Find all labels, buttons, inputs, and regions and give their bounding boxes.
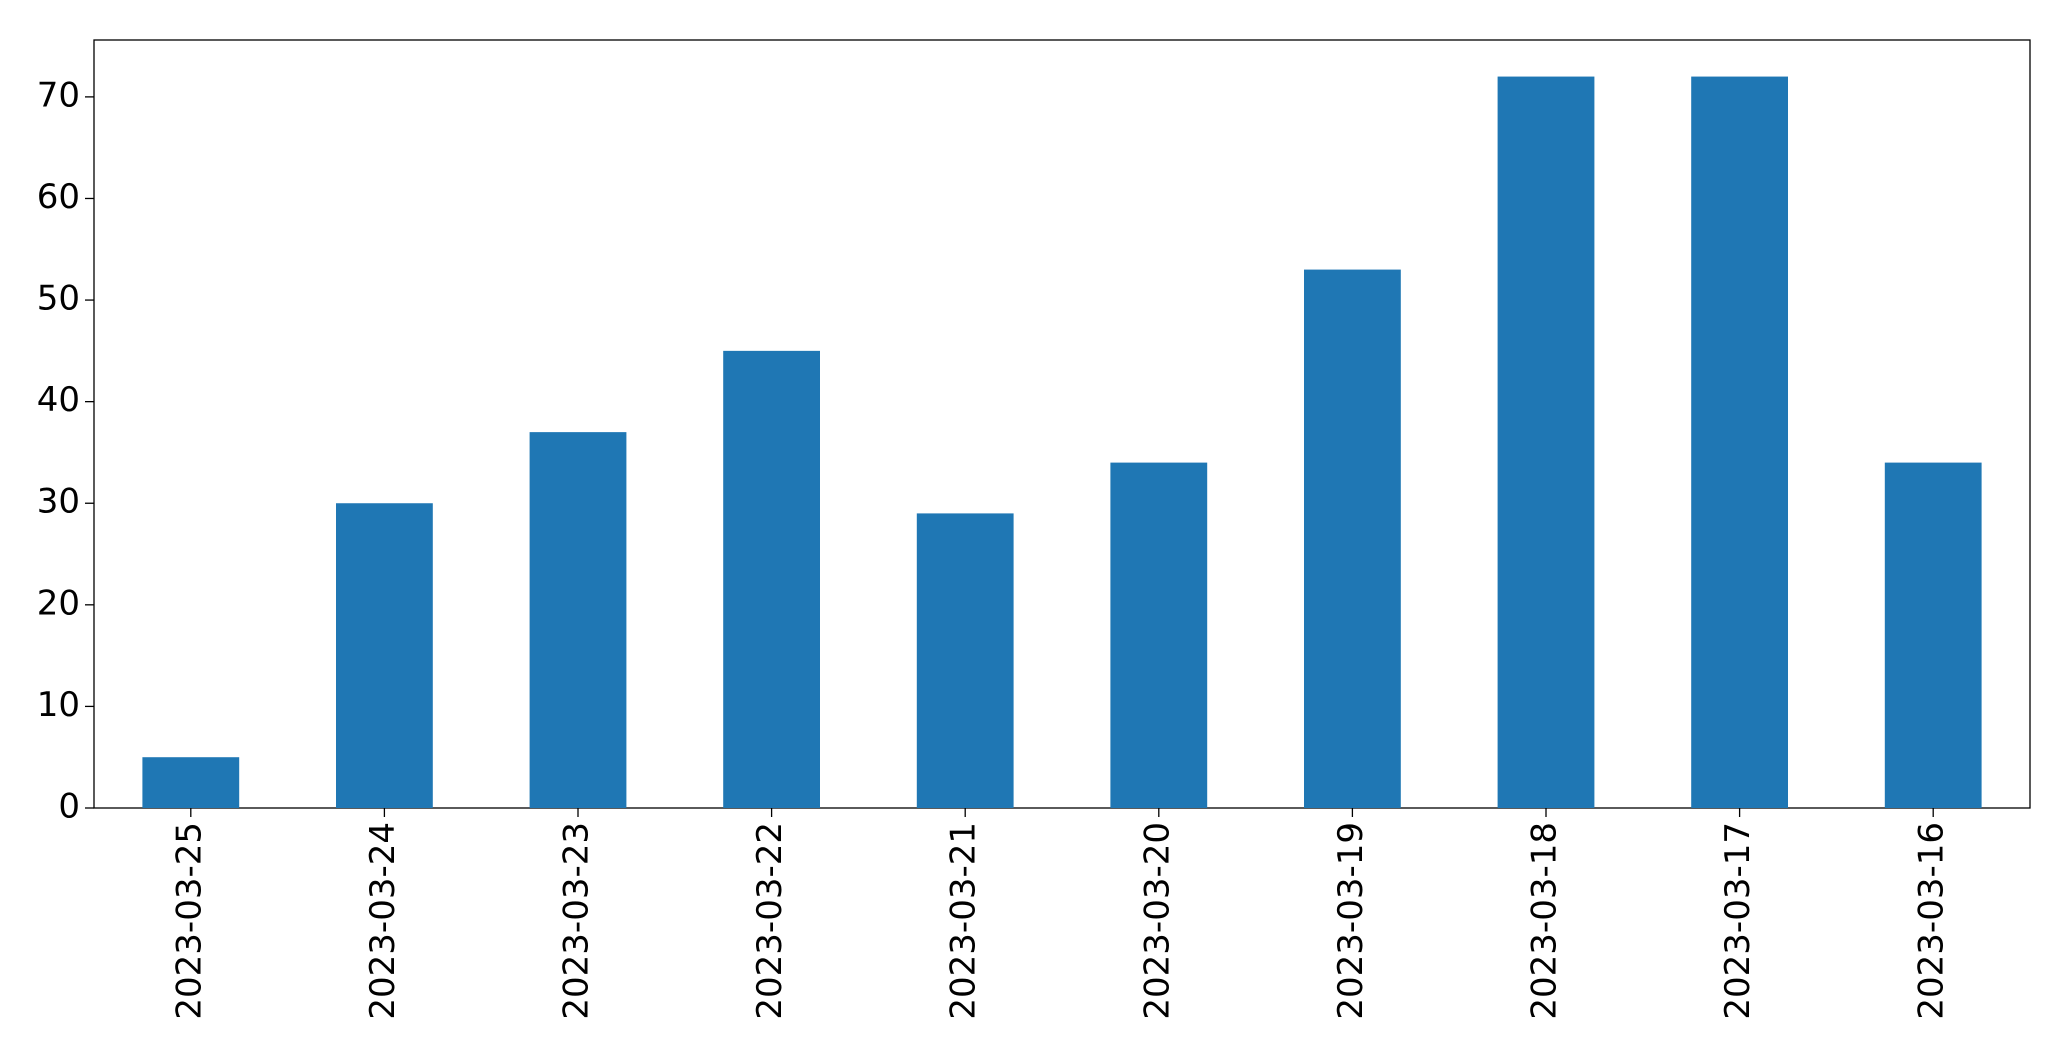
y-tick-label: 20 (37, 583, 80, 623)
bar (1497, 76, 1595, 809)
x-tick-label: 2023-03-17 (1718, 822, 1758, 1020)
x-tick-label: 2023-03-25 (169, 822, 209, 1020)
x-tick-label: 2023-03-16 (1912, 822, 1952, 1020)
x-tick-label: 2023-03-22 (750, 822, 790, 1020)
axes-frame (93, 39, 2031, 809)
bar (529, 432, 627, 808)
y-tick-label: 70 (37, 75, 80, 115)
x-tick-label: 2023-03-21 (944, 822, 984, 1020)
y-tick-label: 30 (37, 482, 80, 522)
bar (336, 503, 433, 808)
y-tick-label: 60 (37, 177, 80, 217)
bar (916, 513, 1014, 808)
x-tick-label: 2023-03-18 (1525, 822, 1565, 1020)
bar (1884, 462, 1982, 808)
bar (1691, 76, 1788, 809)
x-tick-label: 2023-03-19 (1331, 822, 1371, 1020)
bar (1110, 462, 1208, 808)
x-tick-label: 2023-03-20 (1137, 822, 1177, 1020)
bar (142, 757, 240, 808)
bar (1304, 269, 1401, 809)
x-tick-label: 2023-03-24 (363, 822, 403, 1020)
y-tick-label: 10 (37, 685, 80, 725)
y-tick-label: 0 (58, 787, 80, 827)
y-tick-label: 50 (37, 279, 80, 319)
y-tick-label: 40 (37, 380, 80, 420)
x-tick-label: 2023-03-23 (557, 822, 597, 1020)
bar (723, 350, 820, 808)
